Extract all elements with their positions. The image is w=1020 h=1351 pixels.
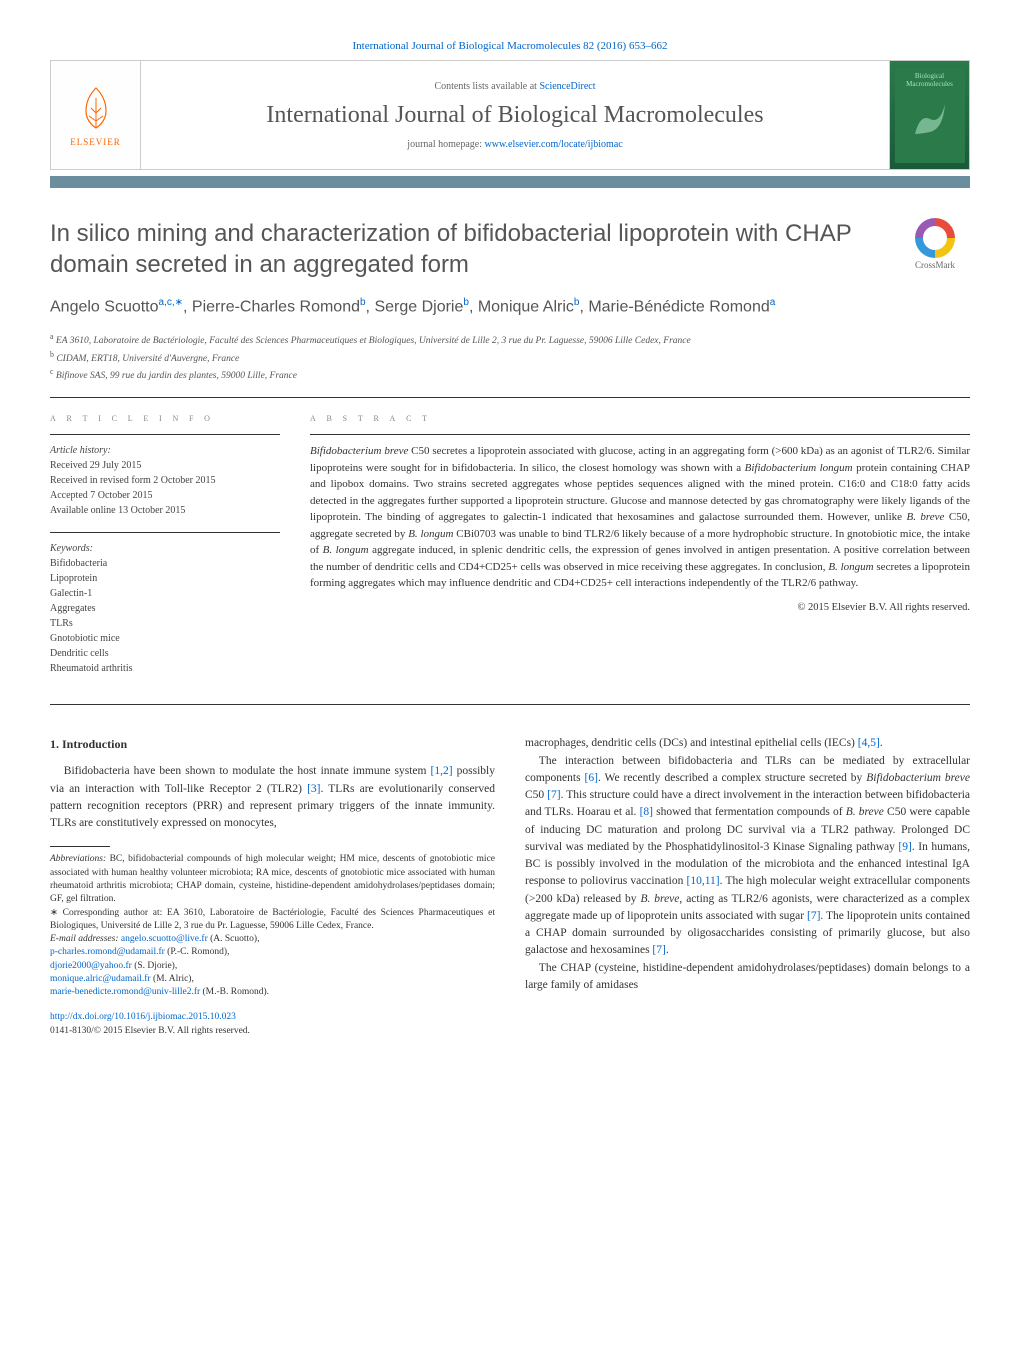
body-columns: 1. Introduction Bifidobacteria have been… bbox=[50, 735, 970, 1038]
header-citation: International Journal of Biological Macr… bbox=[50, 40, 970, 52]
contents-line: Contents lists available at ScienceDirec… bbox=[151, 81, 879, 92]
ref-link[interactable]: [7] bbox=[807, 910, 820, 922]
ref-link[interactable]: [6] bbox=[585, 772, 598, 784]
footnote-separator bbox=[50, 846, 110, 847]
publisher-logo[interactable]: ELSEVIER bbox=[51, 61, 141, 169]
journal-title: International Journal of Biological Macr… bbox=[151, 102, 879, 129]
crossmark-icon bbox=[915, 218, 955, 258]
email-link[interactable]: djorie2000@yahoo.fr bbox=[50, 961, 132, 971]
elsevier-tree-icon bbox=[71, 83, 121, 133]
ref-link[interactable]: [9] bbox=[898, 841, 911, 853]
abstract-text: Bifidobacterium breve C50 secretes a lip… bbox=[310, 443, 970, 592]
ref-link[interactable]: [7] bbox=[652, 944, 665, 956]
homepage-prefix: journal homepage: bbox=[407, 139, 484, 150]
ref-link[interactable]: [10,11] bbox=[687, 875, 720, 887]
history-received: Received 29 July 2015 bbox=[50, 458, 280, 473]
abbrev-head: Abbreviations: bbox=[50, 854, 106, 864]
contents-prefix: Contents lists available at bbox=[434, 81, 539, 92]
intro-heading: 1. Introduction bbox=[50, 735, 495, 753]
affiliation-c: Bifinove SAS, 99 rue du jardin des plant… bbox=[56, 371, 297, 381]
intro-p4: The CHAP (cysteine, histidine-dependent … bbox=[525, 960, 970, 995]
keyword-item: Lipoprotein bbox=[50, 571, 280, 586]
affiliations: a EA 3610, Laboratoire de Bactériologie,… bbox=[50, 331, 970, 383]
rule-top bbox=[50, 397, 970, 398]
ref-link[interactable]: [1,2] bbox=[431, 765, 453, 777]
ref-link[interactable]: [4,5] bbox=[858, 737, 880, 749]
email-who: (A. Scuotto), bbox=[208, 934, 260, 944]
journal-cover: Biological Macromolecules bbox=[889, 61, 969, 169]
keyword-item: TLRs bbox=[50, 616, 280, 631]
article-info-label: a r t i c l e i n f o bbox=[50, 412, 280, 424]
abstract-label: a b s t r a c t bbox=[310, 412, 970, 424]
doi-block: http://dx.doi.org/10.1016/j.ijbiomac.201… bbox=[50, 1010, 495, 1039]
article-title: In silico mining and characterization of… bbox=[50, 218, 970, 280]
keywords-head: Keywords: bbox=[50, 541, 280, 556]
homepage-line: journal homepage: www.elsevier.com/locat… bbox=[151, 139, 879, 150]
history-head: Article history: bbox=[50, 443, 280, 458]
ref-link[interactable]: [8] bbox=[640, 806, 653, 818]
email-who: (P.-C. Romond), bbox=[165, 947, 230, 957]
crossmark-badge[interactable]: CrossMark bbox=[900, 218, 970, 270]
history-accepted: Accepted 7 October 2015 bbox=[50, 488, 280, 503]
abbrev-text: BC, bifidobacterial compounds of high mo… bbox=[50, 854, 495, 904]
email-link[interactable]: monique.alric@udamail.fr bbox=[50, 974, 151, 984]
authors-line: Angelo Scuottoa,c,∗, Pierre-Charles Romo… bbox=[50, 296, 970, 319]
info-rule-2 bbox=[50, 532, 280, 533]
email-link[interactable]: p-charles.romond@udamail.fr bbox=[50, 947, 165, 957]
email-link[interactable]: angelo.scuotto@live.fr bbox=[121, 934, 208, 944]
homepage-link[interactable]: www.elsevier.com/locate/ijbiomac bbox=[485, 139, 623, 150]
intro-p2: macrophages, dendritic cells (DCs) and i… bbox=[525, 735, 970, 752]
keyword-item: Bifidobacteria bbox=[50, 556, 280, 571]
email-who: (M. Alric), bbox=[151, 974, 194, 984]
history-revised: Received in revised form 2 October 2015 bbox=[50, 473, 280, 488]
affiliation-b: CIDAM, ERT18, Université d'Auvergne, Fra… bbox=[56, 354, 239, 364]
affiliation-a: EA 3610, Laboratoire de Bactériologie, F… bbox=[56, 336, 691, 346]
footnotes: Abbreviations: BC, bifidobacterial compo… bbox=[50, 853, 495, 999]
color-bar bbox=[50, 176, 970, 188]
intro-p3: The interaction between bifidobacteria a… bbox=[525, 753, 970, 960]
issn-line: 0141-8130/© 2015 Elsevier B.V. All right… bbox=[50, 1026, 250, 1036]
keyword-item: Gnotobiotic mice bbox=[50, 631, 280, 646]
keyword-item: Galectin-1 bbox=[50, 586, 280, 601]
sciencedirect-link[interactable]: ScienceDirect bbox=[539, 81, 595, 92]
banner-center: Contents lists available at ScienceDirec… bbox=[141, 73, 889, 158]
email-head: E-mail addresses: bbox=[50, 934, 119, 944]
rule-bottom bbox=[50, 704, 970, 705]
publisher-name: ELSEVIER bbox=[70, 137, 121, 147]
abs-rule bbox=[310, 434, 970, 435]
cover-text-top: Biological bbox=[915, 72, 944, 80]
keyword-item: Aggregates bbox=[50, 601, 280, 616]
info-rule-1 bbox=[50, 434, 280, 435]
crossmark-label: CrossMark bbox=[900, 260, 970, 270]
keyword-item: Rheumatoid arthritis bbox=[50, 661, 280, 676]
ref-link[interactable]: [7] bbox=[547, 789, 560, 801]
journal-banner: ELSEVIER Contents lists available at Sci… bbox=[50, 60, 970, 170]
intro-p1: Bifidobacteria have been shown to modula… bbox=[50, 763, 495, 832]
cover-text-bottom: Macromolecules bbox=[906, 80, 953, 88]
doi-link[interactable]: http://dx.doi.org/10.1016/j.ijbiomac.201… bbox=[50, 1012, 236, 1022]
corresponding-author: ∗ Corresponding author at: EA 3610, Labo… bbox=[50, 907, 495, 934]
email-link[interactable]: marie-benedicte.romond@univ-lille2.fr bbox=[50, 987, 200, 997]
keywords-list: BifidobacteriaLipoproteinGalectin-1Aggre… bbox=[50, 556, 280, 676]
keyword-item: Dendritic cells bbox=[50, 646, 280, 661]
history-online: Available online 13 October 2015 bbox=[50, 503, 280, 518]
email-who: (S. Djorie), bbox=[132, 961, 177, 971]
abstract-copyright: © 2015 Elsevier B.V. All rights reserved… bbox=[310, 602, 970, 613]
ref-link[interactable]: [3] bbox=[307, 783, 320, 795]
email-who: (M.-B. Romond). bbox=[200, 987, 269, 997]
